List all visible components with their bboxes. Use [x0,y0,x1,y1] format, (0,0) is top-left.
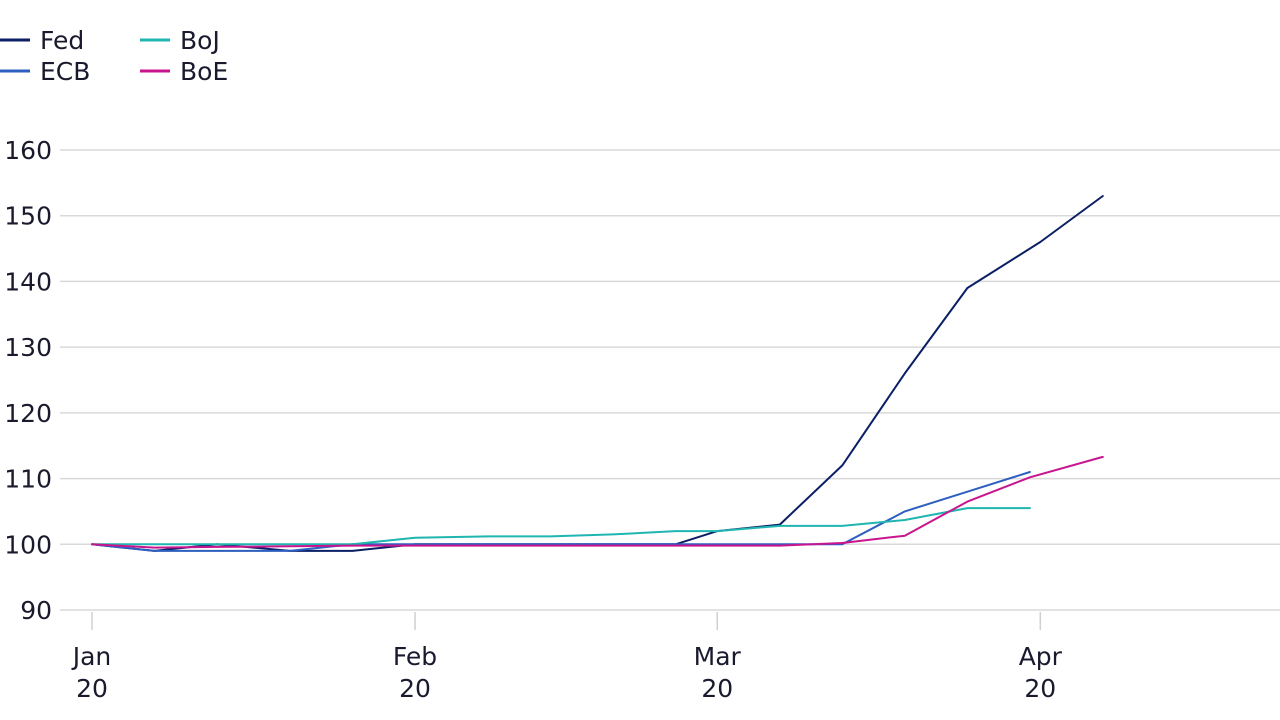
legend-item-boe: BoE [140,57,228,86]
y-tick-label: 100 [4,530,52,559]
series-lines [91,195,1104,552]
legend-label: Fed [40,26,84,55]
y-tick-label: 90 [20,596,52,625]
legend-item-ecb: ECB [0,57,90,86]
legend-label: BoE [180,57,228,86]
x-tick-label-month: Mar [694,642,742,671]
legend-item-boj: BoJ [140,26,220,55]
y-tick-label: 160 [4,136,52,165]
y-axis-ticks: 90 100 110 120 130 140 150 160 [4,136,52,625]
y-tick-label: 130 [4,333,52,362]
y-tick-label: 110 [4,465,52,494]
series-line-ecb [91,471,1031,552]
x-tick-label-year: 20 [399,674,431,703]
series-line-boj [91,507,1031,546]
y-tick-label: 140 [4,267,52,296]
legend-item-fed: Fed [0,26,84,55]
y-tick-label: 150 [4,202,52,231]
x-tick-label-year: 20 [701,674,733,703]
x-tick-label-month: Feb [393,642,437,671]
legend-label: BoJ [180,26,220,55]
legend-label: ECB [40,57,90,86]
series-line-boe [91,455,1104,549]
x-tick-label-year: 20 [1024,674,1056,703]
x-tick-label-month: Jan [71,642,112,671]
x-axis: Jan 20 Feb 20 Mar 20 Apr 20 [71,612,1063,703]
x-tick-label-year: 20 [76,674,108,703]
y-tick-label: 120 [4,399,52,428]
gridlines [60,149,1280,611]
x-tick-label-month: Apr [1019,642,1063,671]
